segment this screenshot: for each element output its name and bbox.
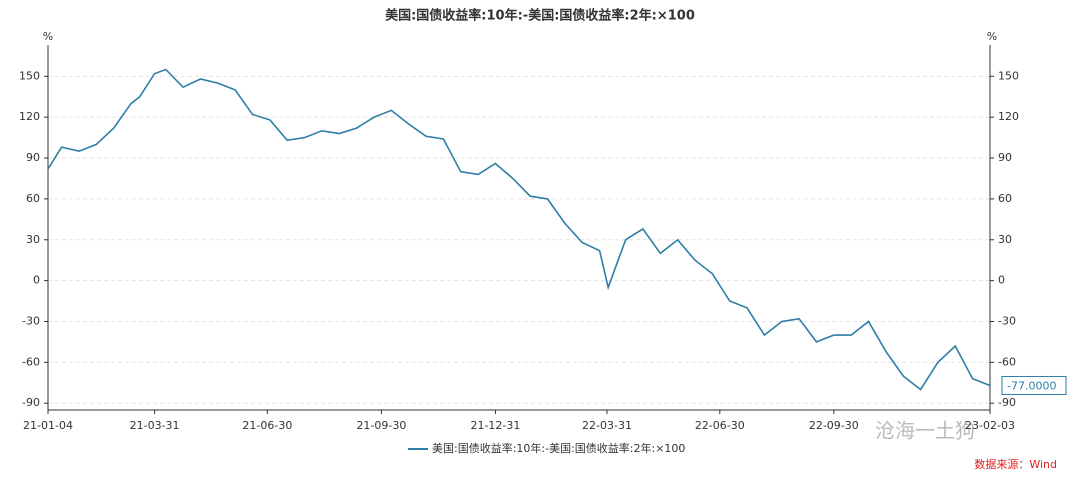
x-tick-label: 22-06-30 (695, 419, 745, 432)
x-tick-label: 23-02-03 (965, 419, 1015, 432)
y-tick-label: -30 (22, 314, 40, 327)
chart-title: 美国:国债收益率:10年:-美国:国债收益率:2年:×100 (385, 8, 695, 24)
y-tick-label: 30 (26, 233, 40, 246)
value-label: -77.0000 (1007, 379, 1056, 392)
x-tick-label: 21-09-30 (356, 419, 406, 432)
value-label-box (1001, 375, 1067, 395)
y2-tick-label: 120 (998, 110, 1019, 123)
watermark: 沧海一土狗 (875, 419, 975, 443)
y2-tick-label: 60 (998, 192, 1012, 205)
x-tick-label: 21-12-31 (470, 419, 520, 432)
x-tick-label: 21-06-30 (242, 419, 292, 432)
series-line (47, 68, 991, 391)
y-tick-label: 90 (26, 151, 40, 164)
x-tick-label: 21-01-04 (23, 419, 73, 432)
y2-tick-label: -30 (998, 314, 1016, 327)
x-tick-label: 22-03-31 (582, 419, 632, 432)
y2-tick-label: 30 (998, 233, 1012, 246)
y2-tick-label: -60 (998, 355, 1016, 368)
y2-tick-label: -90 (998, 396, 1016, 409)
y2-tick-label: 150 (998, 69, 1019, 82)
y2-tick-label: 90 (998, 151, 1012, 164)
y-tick-label: 60 (26, 192, 40, 205)
y-tick-label: 0 (33, 274, 40, 287)
legend-label: 美国:国债收益率:10年:-美国:国债收益率:2年:×100 (432, 441, 685, 455)
x-tick-label: 22-09-30 (809, 419, 859, 432)
y-tick-label: -90 (22, 396, 40, 409)
x-tick-label: 21-03-31 (130, 419, 180, 432)
y-tick-label: 150 (19, 69, 40, 82)
source: 数据来源：Wind (974, 457, 1057, 471)
y-tick-label: -60 (22, 355, 40, 368)
y2-unit: % (987, 30, 997, 43)
y2-tick-label: 0 (998, 274, 1005, 287)
y-unit: % (43, 30, 53, 43)
y-tick-label: 120 (19, 110, 40, 123)
